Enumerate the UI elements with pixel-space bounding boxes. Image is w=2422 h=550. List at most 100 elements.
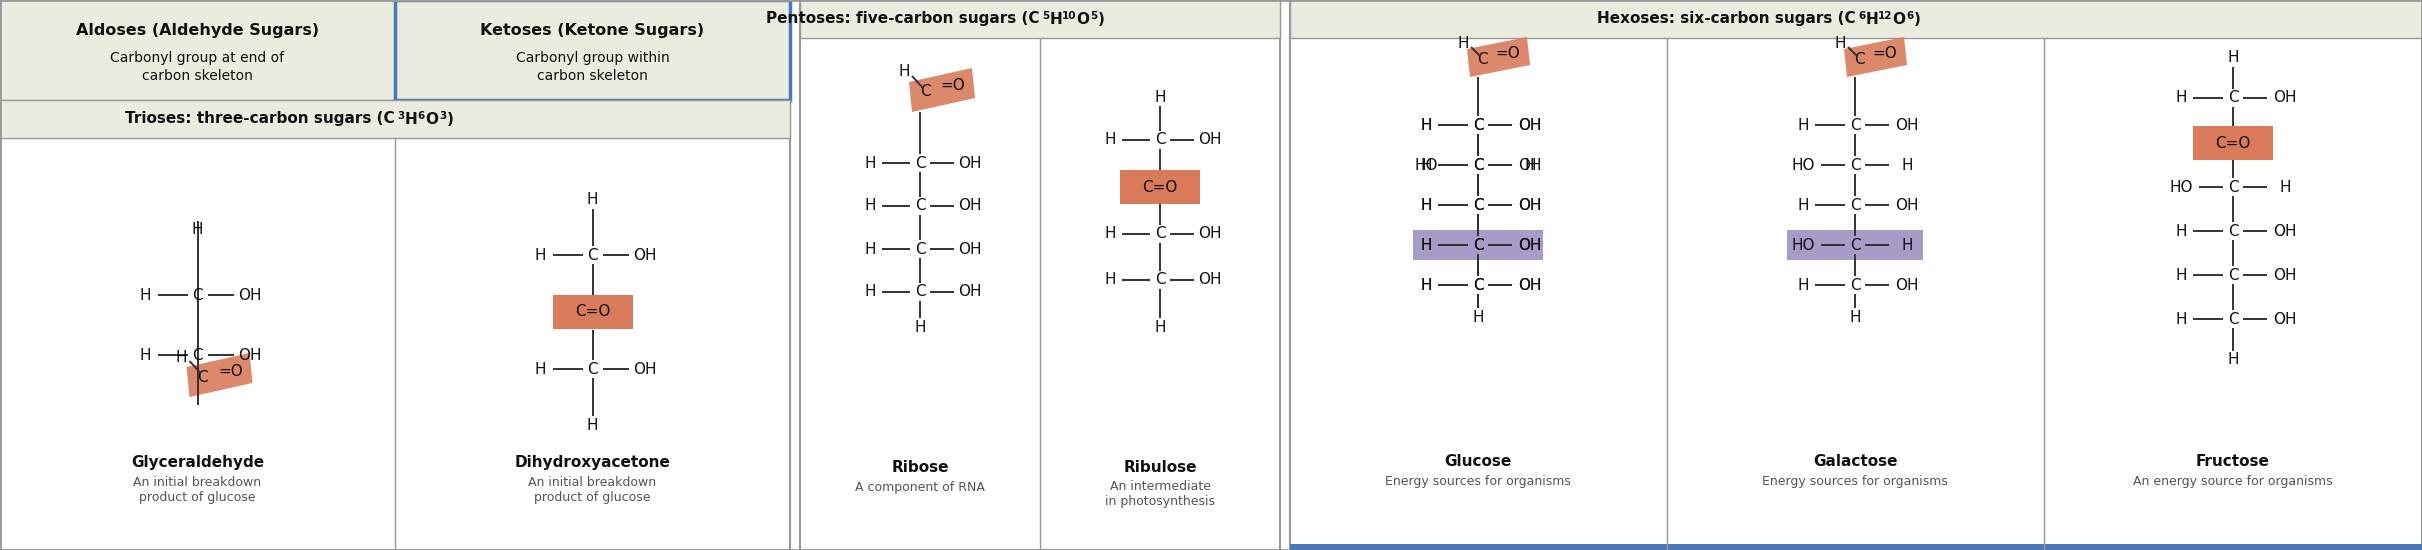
Text: C: C [1473, 157, 1482, 173]
Text: H: H [1104, 272, 1117, 288]
Text: C: C [916, 156, 925, 170]
Text: C: C [1850, 118, 1860, 133]
Text: ): ) [1913, 12, 1921, 26]
Text: C: C [1473, 118, 1482, 133]
Text: H: H [865, 156, 877, 170]
Text: C: C [1850, 157, 1860, 173]
Text: An initial breakdown: An initial breakdown [528, 476, 656, 488]
Text: C=O: C=O [2216, 135, 2250, 151]
Text: H: H [1850, 310, 1860, 324]
Text: C: C [1473, 278, 1482, 293]
Text: OH: OH [959, 156, 981, 170]
Text: 6: 6 [1858, 11, 1865, 21]
Text: C: C [1850, 278, 1860, 293]
Text: H: H [177, 349, 186, 365]
Text: H: H [1419, 118, 1431, 133]
Text: OH: OH [1199, 272, 1221, 288]
Bar [1412, 230, 1543, 260]
Text: C: C [1853, 52, 1865, 67]
Text: =O: =O [218, 364, 242, 378]
Text: H: H [2175, 311, 2187, 327]
Text: product of glucose: product of glucose [138, 492, 257, 504]
Text: H: H [2175, 91, 2187, 106]
Text: OH: OH [2274, 267, 2296, 283]
Text: H: H [1797, 118, 1809, 133]
Text: OH: OH [2274, 311, 2296, 327]
Text: 3: 3 [397, 111, 404, 121]
Text: Energy sources for organisms: Energy sources for organisms [1763, 476, 1947, 488]
Text: An energy source for organisms: An energy source for organisms [2134, 476, 2332, 488]
Text: OH: OH [632, 248, 656, 262]
Text: C: C [1850, 238, 1860, 252]
Bar [1412, 230, 1543, 260]
Bar [2192, 126, 2272, 160]
Bar [395, 0, 790, 100]
Text: C: C [2228, 91, 2238, 106]
Text: Dihydroxyacetone: Dihydroxyacetone [513, 454, 671, 470]
Text: OH: OH [1896, 118, 1918, 133]
Bar [552, 295, 632, 329]
Bar [0, 100, 790, 138]
Text: 5: 5 [1090, 11, 1097, 21]
Text: H: H [865, 284, 877, 300]
Text: C: C [191, 348, 203, 362]
Text: product of glucose: product of glucose [535, 492, 652, 504]
Text: HO: HO [1414, 157, 1439, 173]
Text: C: C [1473, 118, 1482, 133]
Bar [0, 0, 790, 550]
Text: H: H [1155, 90, 1165, 104]
Text: 10: 10 [1061, 11, 1075, 21]
Text: Glucose: Glucose [1444, 454, 1511, 470]
Text: C=O: C=O [1143, 179, 1177, 195]
Text: Aldoses (Aldehyde Sugars): Aldoses (Aldehyde Sugars) [75, 23, 320, 37]
Text: H: H [1419, 278, 1431, 293]
Text: OH: OH [1519, 238, 1543, 252]
Text: H: H [1473, 310, 1485, 324]
Text: OH: OH [1199, 227, 1221, 241]
Text: C: C [586, 361, 598, 377]
Text: 3: 3 [438, 111, 446, 121]
Bar [1291, 544, 2422, 550]
Text: C: C [916, 241, 925, 256]
Text: C: C [1473, 238, 1482, 252]
Text: H: H [1833, 36, 1846, 51]
Text: =O: =O [1872, 47, 1896, 62]
Text: OH: OH [1519, 118, 1543, 133]
Text: C: C [1473, 157, 1482, 173]
Text: HO: HO [2170, 179, 2192, 195]
Text: OH: OH [1519, 278, 1543, 293]
Text: OH: OH [1519, 118, 1543, 133]
Text: OH: OH [959, 199, 981, 213]
Text: O: O [424, 112, 438, 126]
Text: An initial breakdown: An initial breakdown [133, 476, 262, 488]
Text: H: H [1865, 12, 1879, 26]
Text: Ribulose: Ribulose [1124, 460, 1196, 476]
Text: C: C [916, 284, 925, 300]
Text: OH: OH [237, 288, 262, 303]
Text: H: H [1051, 12, 1063, 26]
Text: H: H [1458, 36, 1468, 51]
Text: H: H [865, 199, 877, 213]
Text: O: O [1892, 12, 1906, 26]
Text: OH: OH [1519, 278, 1543, 293]
Text: H: H [2175, 223, 2187, 239]
Text: C: C [2228, 311, 2238, 327]
Text: Ribose: Ribose [891, 460, 949, 476]
Text: C: C [1155, 272, 1165, 288]
Text: Glyceraldehyde: Glyceraldehyde [131, 454, 264, 470]
Text: H: H [1901, 157, 1913, 173]
Bar [1291, 0, 2422, 38]
Text: H: H [899, 64, 911, 80]
Text: OH: OH [237, 348, 262, 362]
Text: H: H [1419, 197, 1431, 212]
Text: Carbonyl group within: Carbonyl group within [516, 51, 668, 65]
Text: OH: OH [959, 284, 981, 300]
Text: H: H [586, 192, 598, 207]
Text: H: H [140, 288, 150, 303]
Text: H: H [1104, 133, 1117, 147]
Text: HO: HO [1792, 157, 1814, 173]
Text: OH: OH [1199, 133, 1221, 147]
Text: OH: OH [1519, 238, 1543, 252]
Polygon shape [908, 68, 976, 112]
Polygon shape [186, 353, 252, 397]
